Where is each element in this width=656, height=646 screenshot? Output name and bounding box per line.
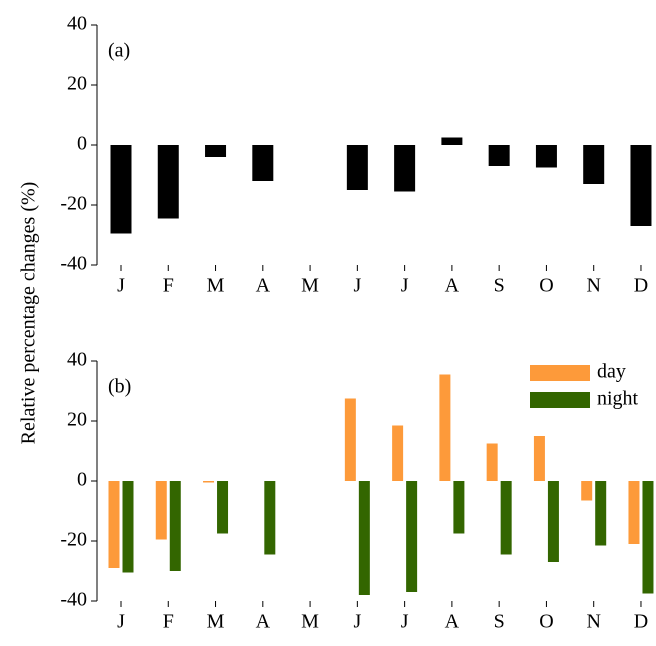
bar xyxy=(441,137,463,145)
bar xyxy=(439,374,451,481)
bar xyxy=(346,145,368,190)
bar xyxy=(203,481,215,483)
legend-swatch xyxy=(530,365,590,381)
y-tick-label: 0 xyxy=(77,133,87,155)
x-tick-label: J xyxy=(117,611,125,633)
legend-swatch xyxy=(530,392,590,408)
x-tick-label: M xyxy=(301,611,319,633)
x-tick-label: J xyxy=(401,275,409,297)
bar xyxy=(157,145,179,219)
bar xyxy=(205,145,227,157)
y-tick-label: -40 xyxy=(60,253,87,275)
panel-label: (a) xyxy=(108,40,130,62)
panel-label: (b) xyxy=(108,376,131,398)
x-tick-label: D xyxy=(634,611,648,633)
bar xyxy=(344,398,356,481)
bar xyxy=(110,145,132,234)
x-tick-label: J xyxy=(353,275,361,297)
x-tick-label: O xyxy=(539,275,553,297)
y-axis-label: Relative percentage changes (%) xyxy=(18,182,40,445)
x-tick-label: J xyxy=(117,275,125,297)
bar xyxy=(628,481,640,544)
bar xyxy=(108,481,120,568)
bar xyxy=(533,436,545,481)
bar xyxy=(500,481,512,555)
x-tick-label: J xyxy=(401,611,409,633)
bar xyxy=(155,481,167,540)
y-tick-label: 40 xyxy=(67,349,87,371)
x-tick-label: S xyxy=(494,275,505,297)
y-tick-label: -20 xyxy=(60,193,87,215)
bar xyxy=(217,481,229,534)
y-tick-label: 20 xyxy=(67,73,87,95)
x-tick-label: M xyxy=(301,275,319,297)
x-tick-label: A xyxy=(445,275,460,297)
bar xyxy=(547,481,559,562)
bar xyxy=(453,481,465,534)
x-tick-label: M xyxy=(207,611,225,633)
bar xyxy=(630,145,652,226)
bar xyxy=(583,145,605,184)
x-tick-label: O xyxy=(539,611,553,633)
bar xyxy=(486,443,498,481)
bar xyxy=(122,481,134,573)
x-tick-label: A xyxy=(256,275,271,297)
y-tick-label: -20 xyxy=(60,529,87,551)
x-tick-label: N xyxy=(586,611,600,633)
y-tick-label: 20 xyxy=(67,409,87,431)
x-tick-label: S xyxy=(494,611,505,633)
x-tick-label: N xyxy=(586,275,600,297)
x-tick-label: A xyxy=(445,611,460,633)
bar xyxy=(394,145,416,192)
bar xyxy=(642,481,654,594)
bar xyxy=(595,481,607,546)
y-tick-label: 0 xyxy=(77,469,87,491)
y-tick-label: -40 xyxy=(60,589,87,611)
bar xyxy=(392,425,404,481)
bar xyxy=(406,481,418,592)
bar xyxy=(169,481,181,571)
x-tick-label: J xyxy=(353,611,361,633)
bar xyxy=(252,145,274,181)
x-tick-label: A xyxy=(256,611,271,633)
bar xyxy=(358,481,370,595)
x-tick-label: M xyxy=(207,275,225,297)
x-tick-label: F xyxy=(163,611,174,633)
x-tick-label: D xyxy=(634,275,648,297)
legend-label: night xyxy=(597,388,639,410)
bar xyxy=(264,481,276,555)
bar xyxy=(535,145,557,168)
bar xyxy=(488,145,510,166)
y-tick-label: 40 xyxy=(67,13,87,35)
legend-label: day xyxy=(597,361,626,383)
x-tick-label: F xyxy=(163,275,174,297)
bar xyxy=(581,481,593,501)
